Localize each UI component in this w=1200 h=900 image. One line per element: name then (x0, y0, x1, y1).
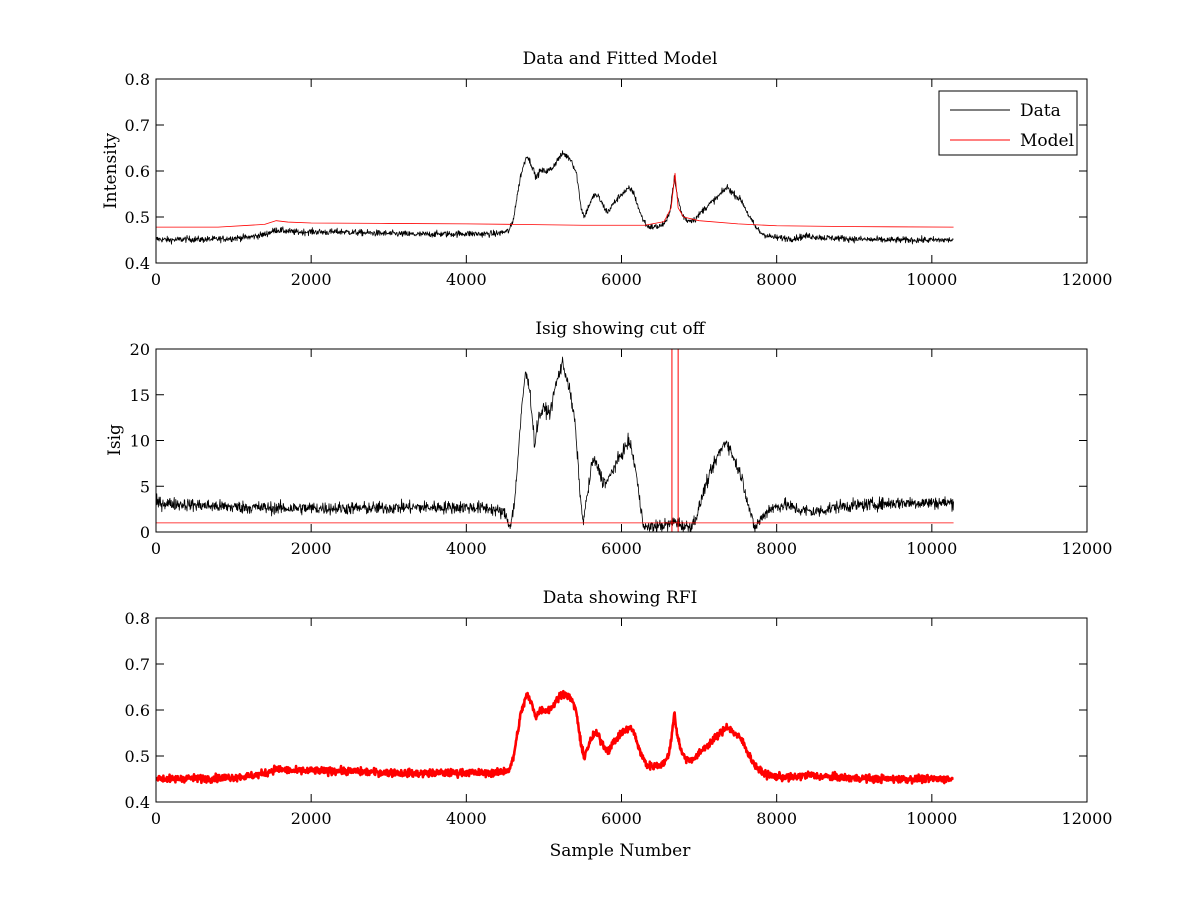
panel-1-ytick-label: 0.5 (125, 208, 150, 227)
panel-1-xtick-label: 6000 (601, 270, 642, 289)
panel-3: Data showing RFI Sample Number (543, 588, 698, 861)
panel-2-xtick-label: 8000 (756, 539, 797, 558)
panel-2-xtick-label: 12000 (1062, 539, 1113, 558)
panel-2-xtick-label: 0 (151, 539, 161, 558)
panel-1-xtick-label: 12000 (1062, 270, 1113, 289)
panel-3-series-group (156, 689, 955, 785)
panel-1-ytick-label: 0.8 (125, 70, 150, 89)
legend: Data Model (938, 90, 1078, 156)
panel-1-xtick-label: 2000 (291, 270, 332, 289)
panel-2-series-isig (156, 356, 954, 532)
panel-3-ytick-label: 0.5 (125, 747, 150, 766)
panel-2-xtick-label: 6000 (601, 539, 642, 558)
panel-1-ytick-label: 0.6 (125, 162, 150, 181)
panel-1-xtick-label: 4000 (446, 270, 487, 289)
panel-1-xtick-label: 8000 (756, 270, 797, 289)
panel-2-xtick-label: 4000 (446, 539, 487, 558)
panel-1-series-model (156, 172, 954, 228)
panel-2-series-group (156, 349, 954, 532)
panel-3-xtick-label: 6000 (601, 809, 642, 828)
panel-3-ytick-label: 0.8 (125, 609, 150, 628)
panel-2-plot: 0 2000 4000 6000 8000 10000 12000 0 5 10 15 20 (130, 340, 1113, 558)
panel-3-xtick-label: 4000 (446, 809, 487, 828)
panel-2-ytick-label: 5 (140, 477, 150, 496)
panel-2-xtick-label: 10000 (906, 539, 957, 558)
legend-box (938, 90, 1078, 156)
panel-1-xtick-label: 0 (151, 270, 161, 289)
panel-1: Data and Fitted Model Intensity (101, 49, 717, 209)
panel-3-title: Data showing RFI (543, 588, 698, 608)
panel-3-ytick-label: 0.4 (125, 793, 150, 812)
panel-3-xtick-label: 10000 (906, 809, 957, 828)
panel-3-series-data-flagged- (156, 689, 955, 785)
panel-2-ytick-label: 0 (140, 523, 150, 542)
panel-2-ytick-label: 10 (130, 432, 150, 451)
panel-1-plot: 0 2000 4000 6000 8000 10000 12000 0.4 0.5 0.6 0.7 0… (125, 70, 1113, 289)
panel-2: Isig showing cut off Isig (105, 319, 707, 456)
panel-1-xtick-label: 10000 (906, 270, 957, 289)
panel-1-ytick-label: 0.7 (125, 116, 150, 135)
panel-3-xtick-label: 12000 (1062, 809, 1113, 828)
panel-3-xtick-label: 0 (151, 809, 161, 828)
panel-2-ylabel: Isig (105, 424, 125, 456)
panel-2-ytick-label: 15 (130, 386, 150, 405)
panel-2-ytick-label: 20 (130, 340, 150, 359)
legend-label-data: Data (1020, 101, 1061, 121)
panel-1-series-data (156, 150, 954, 245)
panel-1-ylabel: Intensity (101, 133, 121, 209)
panel-1-ytick-label: 0.4 (125, 254, 150, 273)
legend-label-model: Model (1020, 131, 1074, 151)
panel-1-series-group (156, 150, 954, 245)
panel-3-xlabel: Sample Number (550, 841, 692, 861)
panel-3-xtick-label: 8000 (756, 809, 797, 828)
panel-3-ytick-label: 0.7 (125, 655, 150, 674)
panel-1-title: Data and Fitted Model (523, 49, 718, 69)
panel-2-title: Isig showing cut off (535, 319, 706, 339)
panel-3-ytick-label: 0.6 (125, 701, 150, 720)
panel-3-xtick-label: 2000 (291, 809, 332, 828)
panel-3-plot: 0 2000 4000 6000 8000 10000 12000 0.4 0.5 0.6 0.7 0… (125, 609, 1113, 828)
panel-2-xtick-label: 2000 (291, 539, 332, 558)
